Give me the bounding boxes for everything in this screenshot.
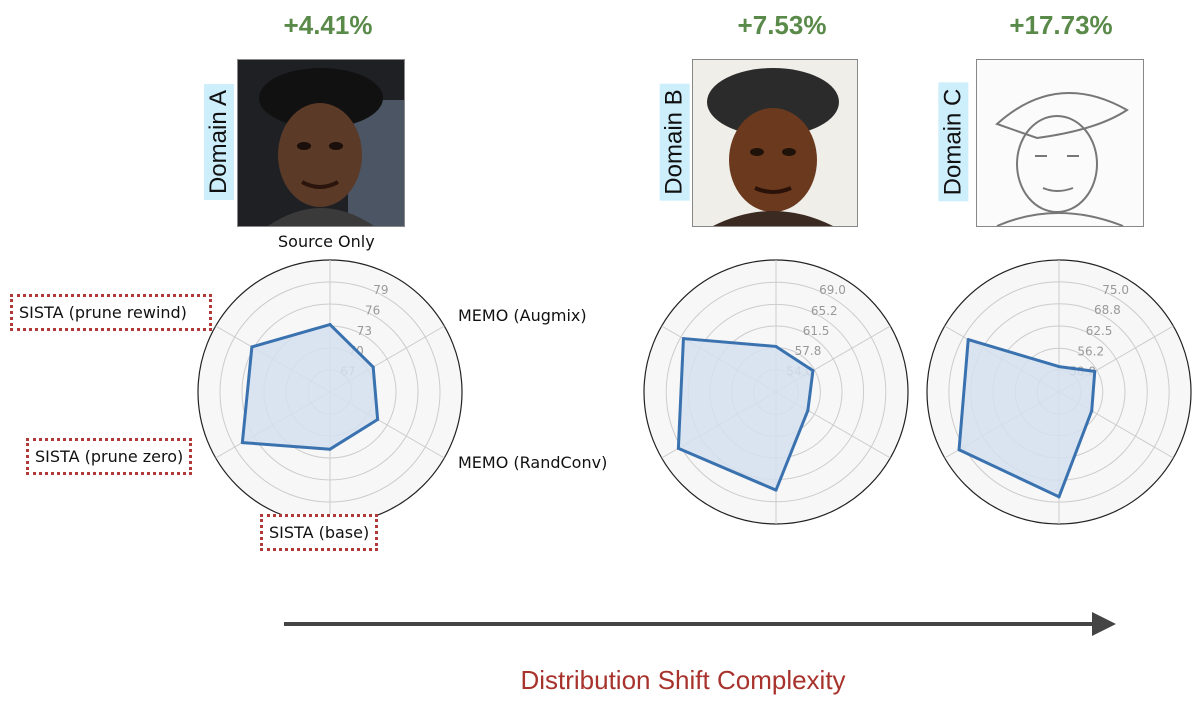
radar-data-point — [966, 338, 970, 342]
radar-tick-label: 79 — [373, 283, 388, 297]
radar-data-point — [371, 365, 375, 369]
radar-tick-label: 68.8 — [1094, 303, 1121, 317]
radar-data-point — [811, 369, 815, 373]
radar-tick-label: 65.2 — [811, 304, 838, 318]
radar-tick-label: 73 — [357, 324, 372, 338]
radar-data-point — [957, 448, 961, 452]
radar-tick-label: 62.5 — [1086, 324, 1113, 338]
radar-tick-label: 69.0 — [819, 283, 846, 297]
radar-chart-domain-c: 50.056.262.568.875.0 — [926, 259, 1192, 525]
radar-data-point — [240, 441, 244, 445]
category-label-memo-randconv: MEMO (RandConv) — [458, 453, 608, 472]
face-photo-icon — [692, 59, 858, 227]
radar-data-point — [774, 344, 778, 348]
radar-data-point — [806, 408, 810, 412]
radar-data-point — [1057, 365, 1061, 369]
radar-data-point — [1093, 369, 1097, 373]
radar-data-point — [328, 323, 332, 327]
gain-domain-a: +4.41% — [283, 10, 373, 40]
gain-domain-c: +17.73% — [1009, 10, 1113, 40]
radar-data-point — [681, 337, 685, 341]
radar-tick-label: 76 — [365, 303, 380, 317]
radar-chart-domain-a: 6770737679 — [197, 259, 463, 525]
face-photo-icon — [237, 59, 405, 227]
radar-data-point — [376, 418, 380, 421]
radar-tick-label: 56.2 — [1077, 344, 1104, 358]
radar-data-point — [328, 447, 332, 451]
radar-data-point — [676, 446, 680, 450]
radar-data-point — [1057, 495, 1061, 499]
radar-tick-label: 57.8 — [795, 344, 822, 358]
x-axis-title: Distribution Shift Complexity — [520, 665, 846, 695]
gain-domain-b: +7.53% — [737, 10, 827, 40]
category-label-sista-prune-zero: SISTA (prune zero) — [26, 438, 193, 475]
face-sketch-icon — [976, 59, 1144, 227]
radar-data-point — [250, 345, 254, 349]
radar-data-point — [1090, 409, 1094, 413]
category-label-sista-base: SISTA (base) — [260, 514, 379, 551]
radar-chart-domain-b: 54.057.861.565.269.0 — [643, 259, 909, 525]
category-label-sista-prune-rewind: SISTA (prune rewind) — [10, 294, 212, 331]
radar-data-point — [774, 488, 778, 492]
category-label-memo-augmix: MEMO (Augmix) — [458, 306, 587, 325]
category-label-source-only: Source Only — [278, 232, 375, 251]
radar-tick-label: 61.5 — [803, 324, 830, 338]
radar-tick-label: 75.0 — [1102, 283, 1129, 297]
arrow-head-icon — [1092, 612, 1116, 636]
